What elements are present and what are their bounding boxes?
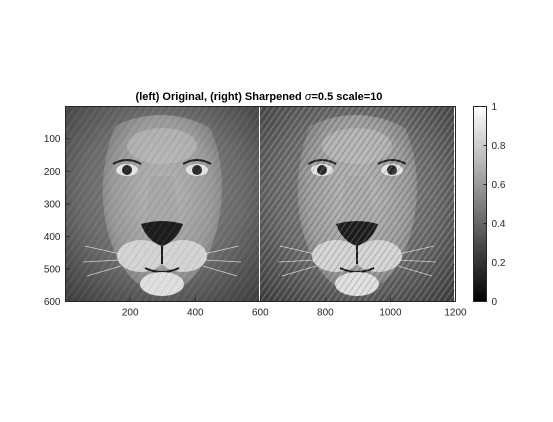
y-axis-ticks: 100 200 300 400 500 600 xyxy=(44,134,70,308)
y-tick-label: 300 xyxy=(44,199,61,210)
y-tick-label: 500 xyxy=(44,264,61,275)
y-tick-label: 400 xyxy=(44,232,61,243)
colorbar-tick-label: 0.2 xyxy=(492,258,506,269)
colorbar-tick-label: 0 xyxy=(492,297,498,308)
colorbar-tick-label: 0.6 xyxy=(492,180,506,191)
colorbar-ticks: 0 0.2 0.4 0.6 0.8 1 xyxy=(483,102,506,308)
y-tick-label: 100 xyxy=(44,134,61,145)
chart-title: (left) Original, (right) Sharpened σ=0.5… xyxy=(136,91,383,103)
image-left-original xyxy=(65,106,259,301)
colorbar xyxy=(473,106,487,302)
y-tick-label: 200 xyxy=(44,167,61,178)
colorbar-tick-label: 1 xyxy=(492,102,498,113)
x-tick-label: 800 xyxy=(317,308,334,319)
colorbar-tick-label: 0.4 xyxy=(492,219,506,230)
x-axis-ticks: 200 400 600 800 1000 1200 xyxy=(122,297,467,319)
x-tick-label: 1000 xyxy=(379,308,402,319)
x-tick-label: 600 xyxy=(252,308,269,319)
colorbar-tick-label: 0.8 xyxy=(492,141,506,152)
x-tick-label: 200 xyxy=(122,308,139,319)
image-right-sharpened xyxy=(259,106,455,301)
x-tick-label: 1200 xyxy=(444,308,467,319)
x-tick-label: 400 xyxy=(187,308,204,319)
y-tick-label: 600 xyxy=(44,297,61,308)
